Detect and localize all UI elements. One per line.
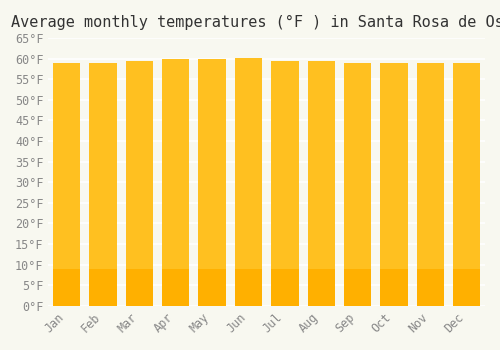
Bar <box>53 63 80 306</box>
Bar <box>344 63 372 306</box>
Bar <box>53 270 80 306</box>
Bar <box>198 269 226 306</box>
Bar <box>344 270 372 306</box>
Bar <box>417 63 444 306</box>
Bar <box>162 59 190 306</box>
Bar <box>198 59 226 306</box>
Bar <box>271 269 298 306</box>
Title: Average monthly temperatures (°F ) in Santa Rosa de Osos: Average monthly temperatures (°F ) in Sa… <box>11 15 500 30</box>
Bar <box>162 269 190 306</box>
Bar <box>380 270 407 306</box>
Bar <box>380 63 407 306</box>
Bar <box>308 269 335 306</box>
Bar <box>235 269 262 306</box>
Bar <box>90 270 117 306</box>
Bar <box>235 58 262 306</box>
Bar <box>271 61 298 306</box>
Bar <box>126 61 153 306</box>
Bar <box>453 270 480 306</box>
Bar <box>417 270 444 306</box>
Bar <box>308 61 335 306</box>
Bar <box>453 63 480 306</box>
Bar <box>126 269 153 306</box>
Bar <box>90 63 117 306</box>
